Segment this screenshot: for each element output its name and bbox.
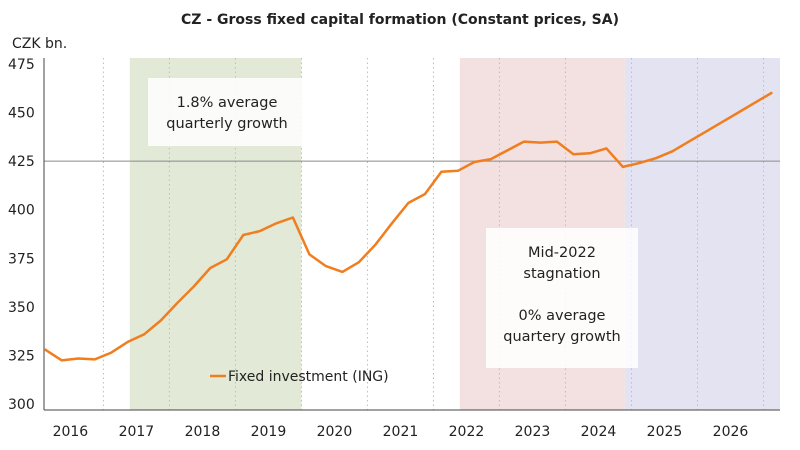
annotation-line: stagnation: [523, 266, 600, 282]
legend: Fixed investment (ING): [210, 369, 389, 385]
y-tick-label: 350: [8, 300, 35, 316]
unit-label: CZK bn.: [12, 36, 67, 52]
y-tick-label: 325: [8, 349, 35, 365]
series-line-1: [44, 91, 773, 362]
x-tick-label: 2020: [317, 424, 353, 440]
annotations: 1.8% average quarterly growth Mid-2022 stag…: [148, 78, 638, 368]
x-tick-label: 2022: [449, 424, 485, 440]
legend-label: Fixed investment (ING): [228, 369, 389, 385]
x-tick-label: 2017: [119, 424, 155, 440]
x-tick-label: 2018: [185, 424, 221, 440]
x-tick-label: 2026: [713, 424, 749, 440]
axes: 300 325 350 375 400 425 450 475 2016 2017 2018 2019…: [8, 57, 780, 440]
annotation-box-stagnation-2022: [486, 228, 638, 368]
annotation-line: quarterly growth: [166, 116, 287, 132]
chart-title: CZ - Gross fixed capital formation (Cons…: [181, 12, 619, 28]
y-tick-label: 300: [8, 397, 35, 413]
annotation-line: 1.8% average: [177, 95, 278, 111]
x-tick-label: 2016: [53, 424, 89, 440]
x-tick-label: 2019: [251, 424, 287, 440]
y-tick-label: 400: [8, 203, 35, 219]
annotation-line: quartery growth: [503, 329, 620, 345]
shaded-region-3: [624, 58, 780, 410]
x-tick-label: 2023: [515, 424, 551, 440]
annotation-line: 0% average: [519, 308, 606, 324]
y-tick-label: 425: [8, 154, 35, 170]
y-tick-label: 450: [8, 105, 35, 121]
annotation-line: Mid-2022: [528, 245, 596, 261]
series-group: [44, 91, 773, 362]
y-tick-label: 475: [8, 57, 35, 73]
x-tick-label: 2025: [647, 424, 683, 440]
y-tick-label: 375: [8, 251, 35, 267]
x-tick-label: 2024: [581, 424, 617, 440]
x-tick-label: 2021: [383, 424, 419, 440]
annotation-box-growth-2017-2019: [148, 78, 306, 146]
